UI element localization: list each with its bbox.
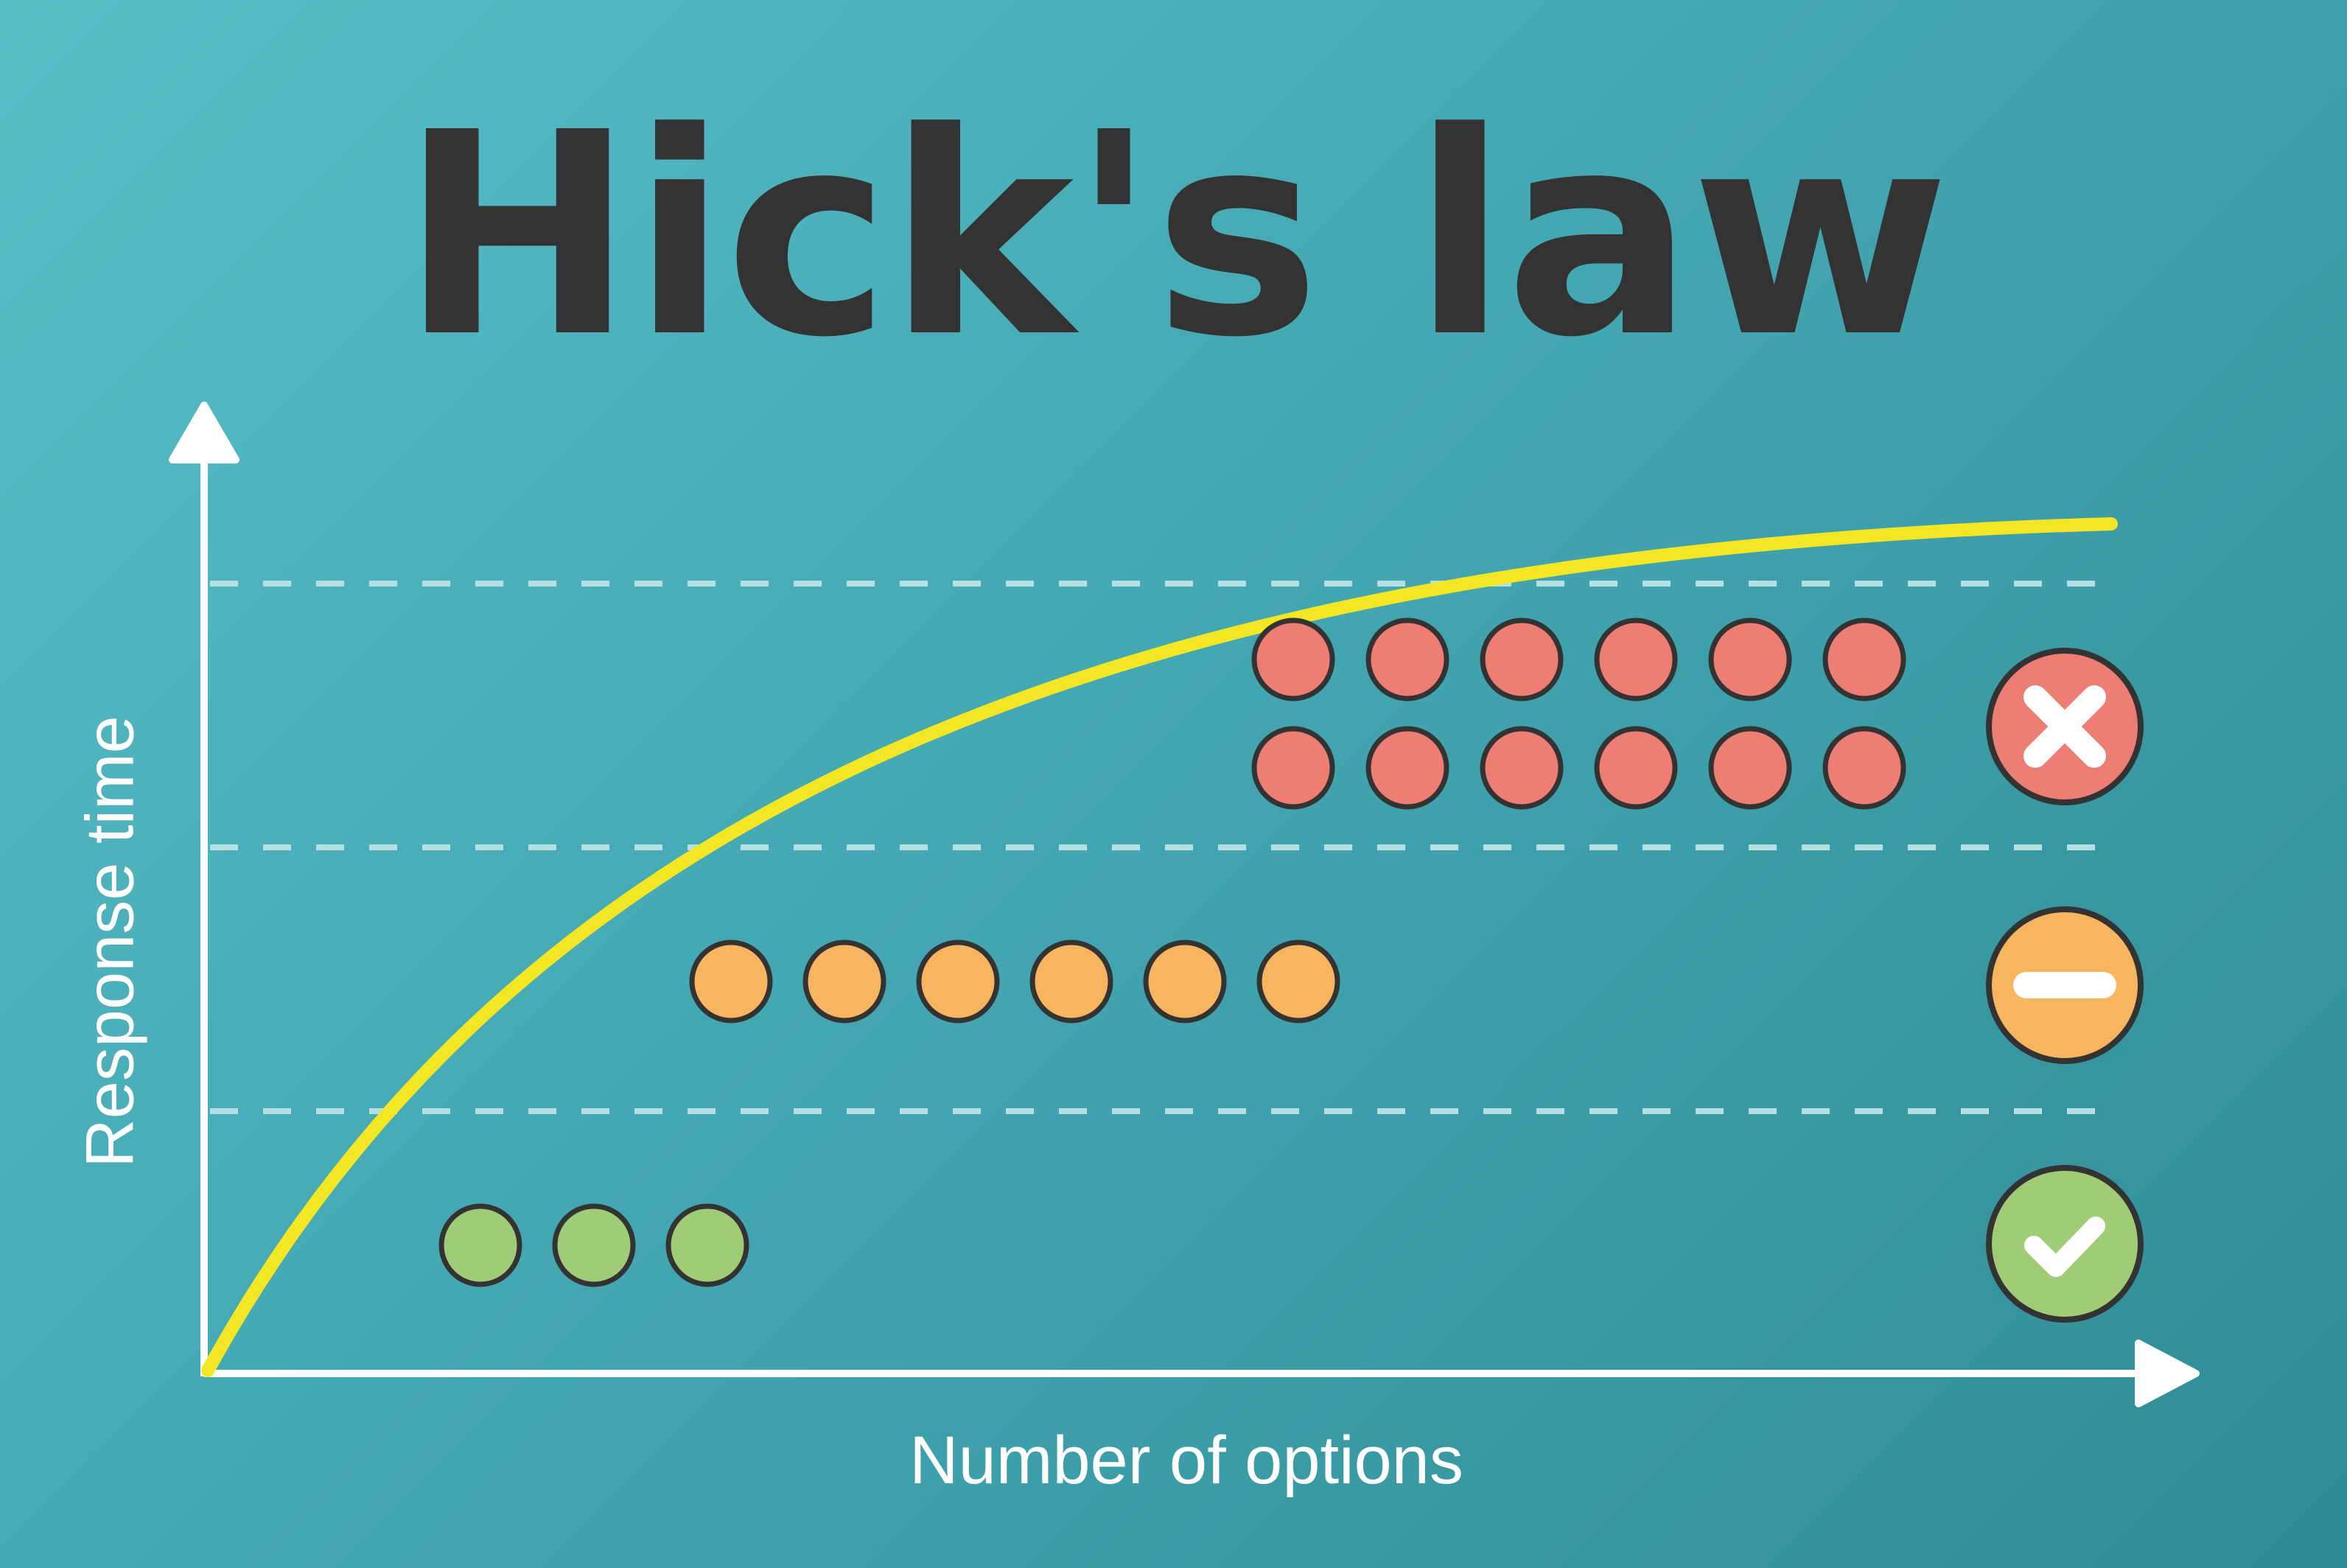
option-dot (1822, 726, 1906, 810)
option-dot (1365, 726, 1449, 810)
red-options-grid (1251, 617, 1906, 810)
x-axis-arrowhead (2135, 1340, 2200, 1407)
option-dot (665, 1203, 749, 1287)
option-dot (1822, 617, 1906, 701)
option-dot (552, 1203, 636, 1287)
option-dot (438, 1203, 522, 1287)
option-dot (1256, 939, 1340, 1023)
option-dot (689, 939, 773, 1023)
option-dot (1251, 617, 1335, 701)
green-options-row (438, 1203, 749, 1287)
orange-options-row (689, 939, 1340, 1023)
x-axis-label: Number of options (909, 1423, 1463, 1498)
option-dot (916, 939, 1000, 1023)
option-dot (1708, 617, 1792, 701)
diagram-title: Hick's law (400, 72, 1950, 399)
minus-icon (1986, 906, 2144, 1064)
option-dot (1480, 726, 1564, 810)
option-dot (802, 939, 886, 1023)
option-dot (1143, 939, 1227, 1023)
option-dot (1594, 726, 1678, 810)
response-time-curve (201, 517, 2118, 1377)
y-axis-arrowhead (169, 402, 239, 463)
option-dot (1365, 617, 1449, 701)
option-dot (1029, 939, 1113, 1023)
option-dot (1708, 726, 1792, 810)
option-dot (1594, 617, 1678, 701)
cross-icon (1986, 648, 2144, 805)
option-dot (1480, 617, 1564, 701)
check-icon (1986, 1165, 2144, 1323)
y-axis-label: Response time (72, 715, 148, 1168)
option-dot (1251, 726, 1335, 810)
